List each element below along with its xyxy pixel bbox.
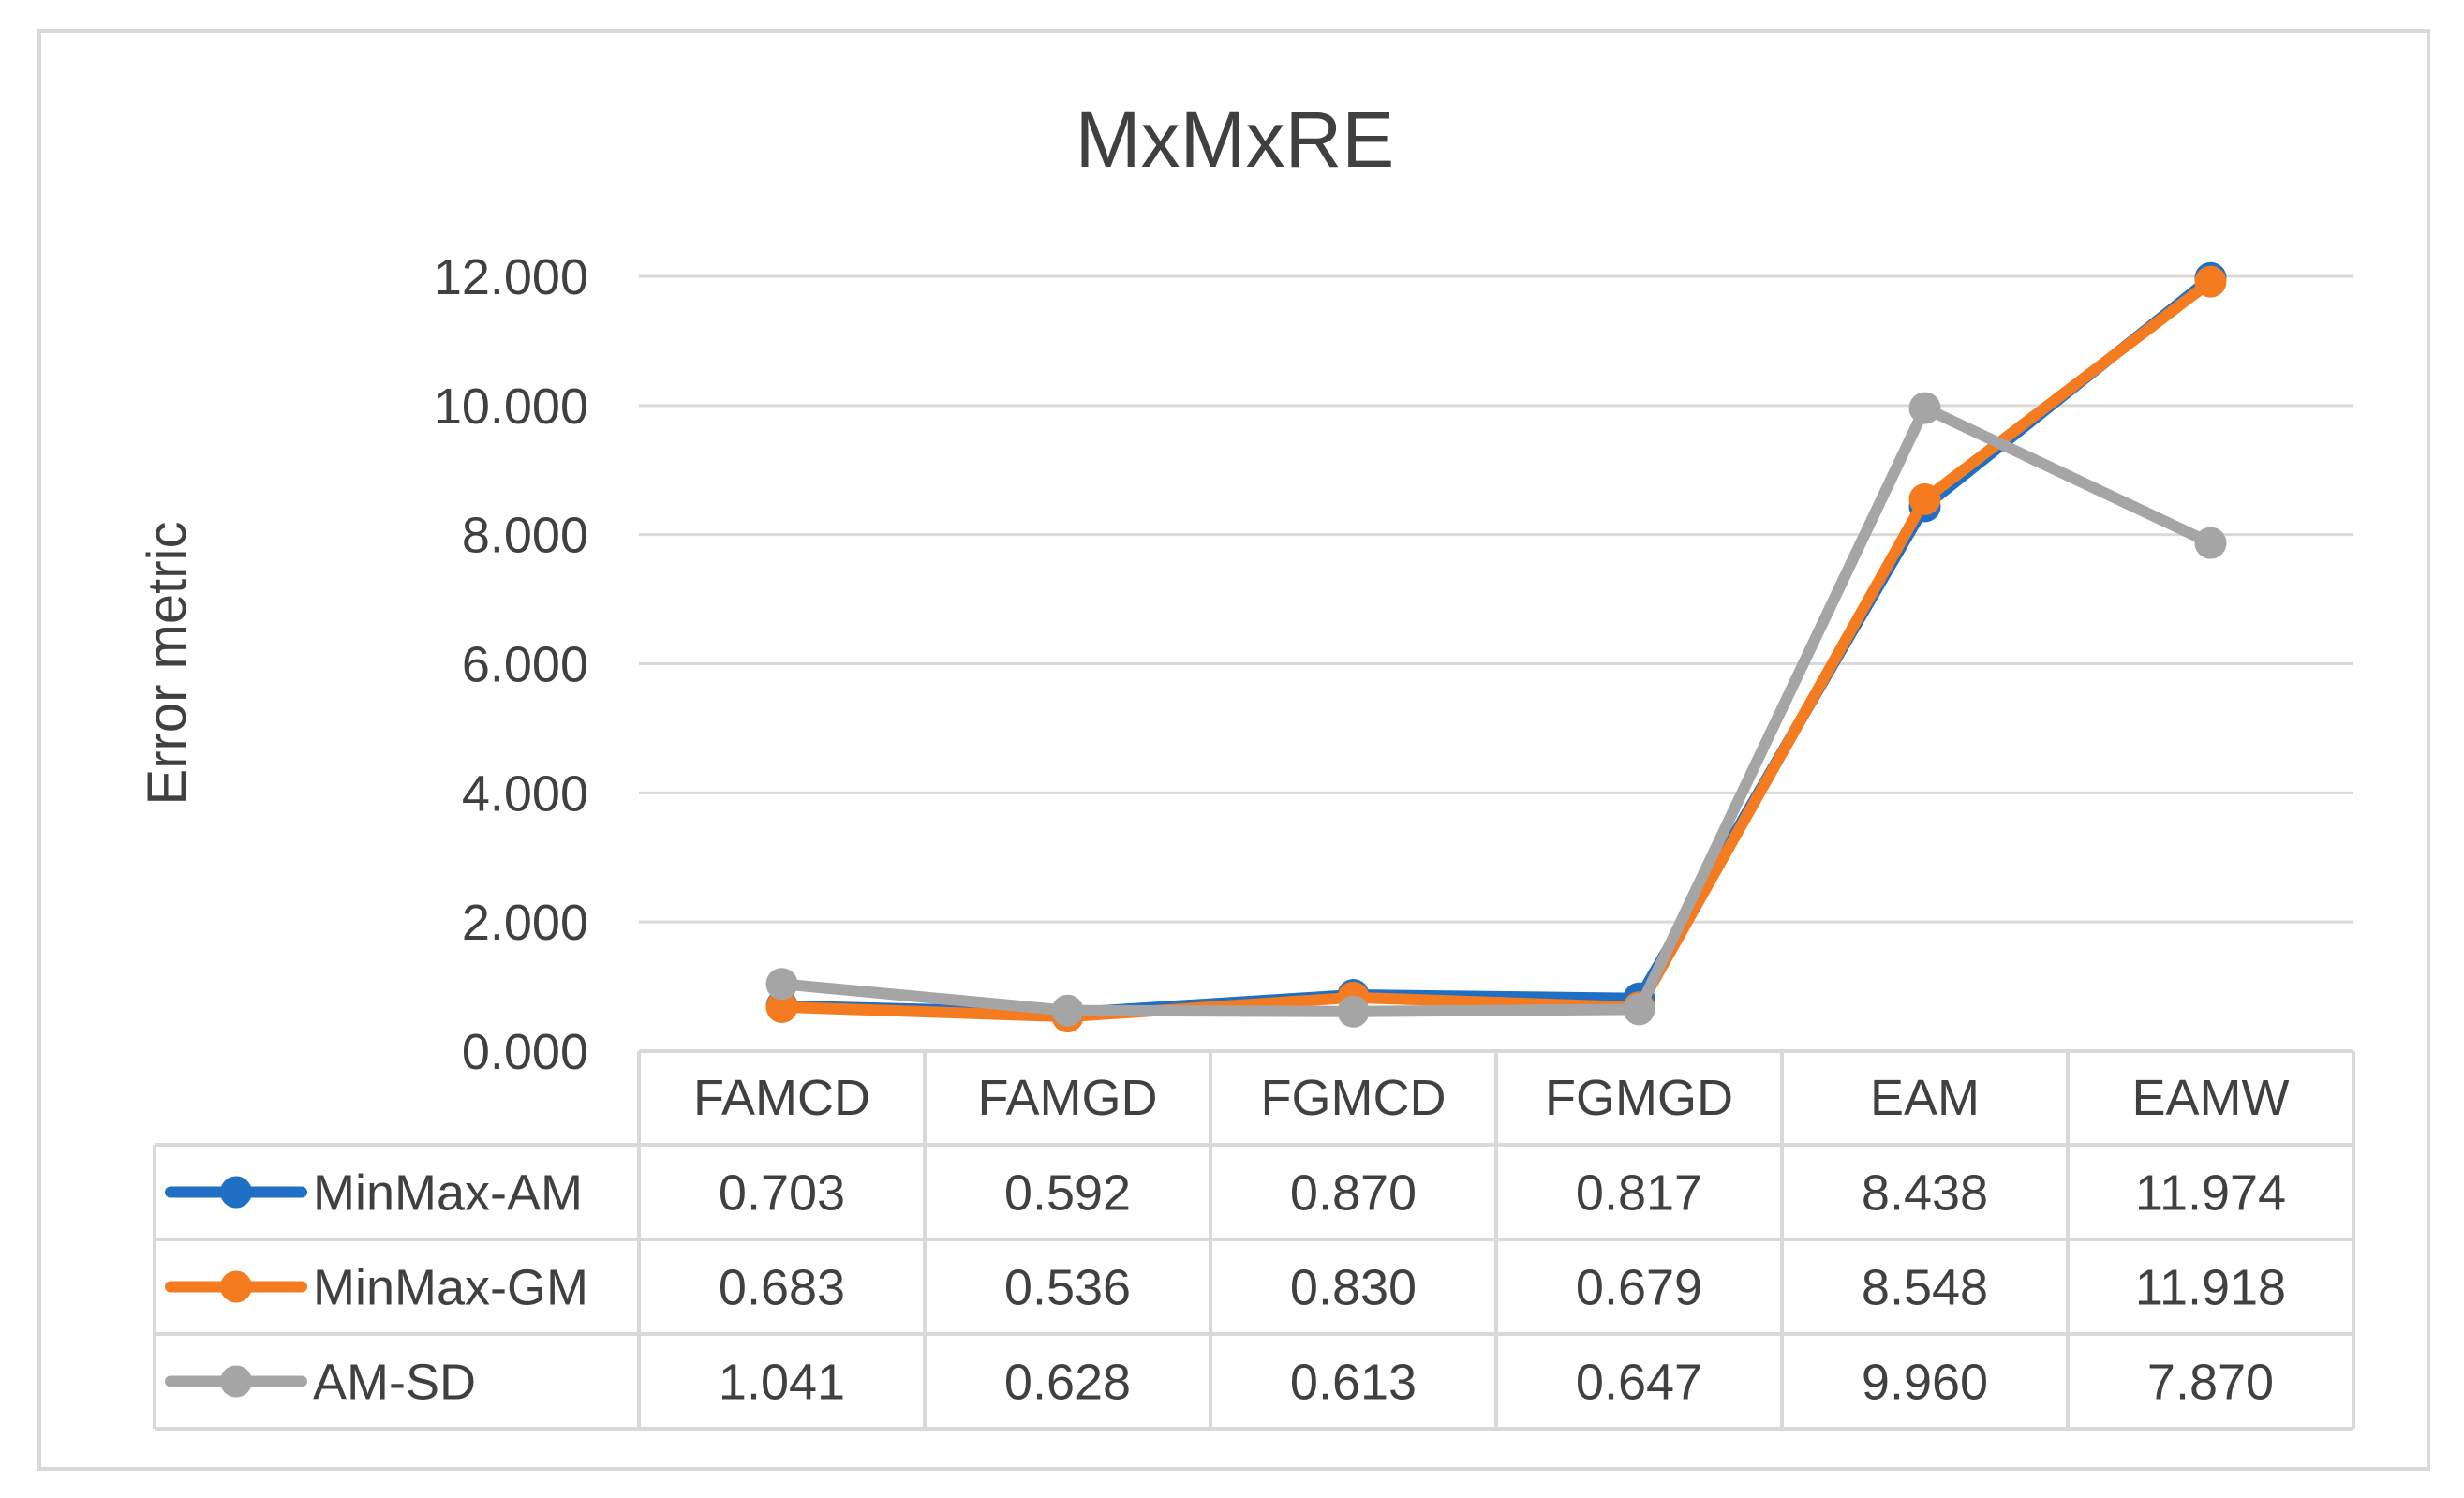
table-cell-value: 11.974 bbox=[2135, 1165, 2286, 1222]
y-tick-label: 2.000 bbox=[462, 895, 588, 951]
data-point bbox=[2194, 527, 2227, 559]
table-cell-value: 11.918 bbox=[2135, 1260, 2286, 1316]
legend-key bbox=[165, 1365, 307, 1398]
chart-border bbox=[37, 29, 2430, 1471]
table-cell-value: 8.438 bbox=[1862, 1165, 1988, 1222]
table-cell-value: 1.041 bbox=[719, 1355, 845, 1411]
data-point bbox=[1051, 994, 1084, 1027]
data-point bbox=[1623, 993, 1655, 1026]
y-axis-ticks: 0.000 2.000 4.000 6.000 8.000 10.000 12.000 bbox=[434, 249, 588, 1080]
category-label: FGMCD bbox=[1261, 1070, 1447, 1126]
table-cell-value: 7.870 bbox=[2147, 1355, 2274, 1411]
data-point bbox=[1908, 482, 1941, 515]
y-axis-title: Error metric bbox=[137, 522, 198, 806]
data-point bbox=[1908, 392, 1941, 424]
category-label: FAMCD bbox=[693, 1070, 870, 1126]
table-cell-value: 0.628 bbox=[1004, 1355, 1131, 1411]
legend-key bbox=[165, 1176, 307, 1209]
category-label: FGMGD bbox=[1545, 1070, 1733, 1126]
y-tick-label: 8.000 bbox=[462, 508, 588, 564]
category-label: EAMW bbox=[2132, 1070, 2290, 1126]
y-tick-label: 0.000 bbox=[462, 1024, 588, 1080]
table-cell-value: 0.536 bbox=[1004, 1260, 1131, 1316]
table-cell-value: 0.647 bbox=[1576, 1355, 1702, 1411]
table-cell-value: 0.683 bbox=[719, 1260, 845, 1316]
gridlines bbox=[639, 274, 2353, 924]
category-label: FAMGD bbox=[977, 1070, 1157, 1126]
legend-label: MinMax-AM bbox=[313, 1165, 583, 1222]
table-cell-value: 0.679 bbox=[1576, 1260, 1702, 1316]
series-line bbox=[776, 275, 2217, 1023]
series-line bbox=[776, 402, 2217, 1017]
table-cell-value: 0.592 bbox=[1004, 1165, 1131, 1222]
table-cell-value: 8.548 bbox=[1862, 1260, 1988, 1316]
y-tick-label: 12.000 bbox=[434, 249, 588, 305]
legend-label: AM-SD bbox=[313, 1355, 476, 1411]
data-point bbox=[765, 968, 798, 1001]
data-point bbox=[1337, 995, 1370, 1028]
table-cell-value: 9.960 bbox=[1862, 1355, 1988, 1411]
data-point bbox=[765, 990, 798, 1023]
category-label: EAM bbox=[1870, 1070, 1980, 1126]
series-lines bbox=[765, 261, 2227, 1033]
table-cell-value: 0.613 bbox=[1290, 1355, 1417, 1411]
table-cell-value: 0.830 bbox=[1290, 1260, 1417, 1316]
y-tick-label: 4.000 bbox=[462, 765, 588, 822]
table-cell-value: 0.703 bbox=[719, 1165, 845, 1222]
legend-label: MinMax-GM bbox=[313, 1260, 588, 1316]
y-tick-label: 10.000 bbox=[434, 378, 588, 435]
data-table: FAMCD FAMGD FGMCD FGMGD EAM EAMW MinMax-AM 0.70… bbox=[153, 1049, 2355, 1431]
series-am-sd bbox=[765, 392, 2227, 1028]
chart-title: MxMxRE bbox=[1076, 96, 1395, 184]
table-cell-value: 0.817 bbox=[1576, 1165, 1702, 1222]
y-tick-label: 6.000 bbox=[462, 637, 588, 693]
legend-key bbox=[165, 1270, 307, 1303]
data-point bbox=[2194, 265, 2227, 298]
table-cell-value: 0.870 bbox=[1290, 1165, 1417, 1222]
